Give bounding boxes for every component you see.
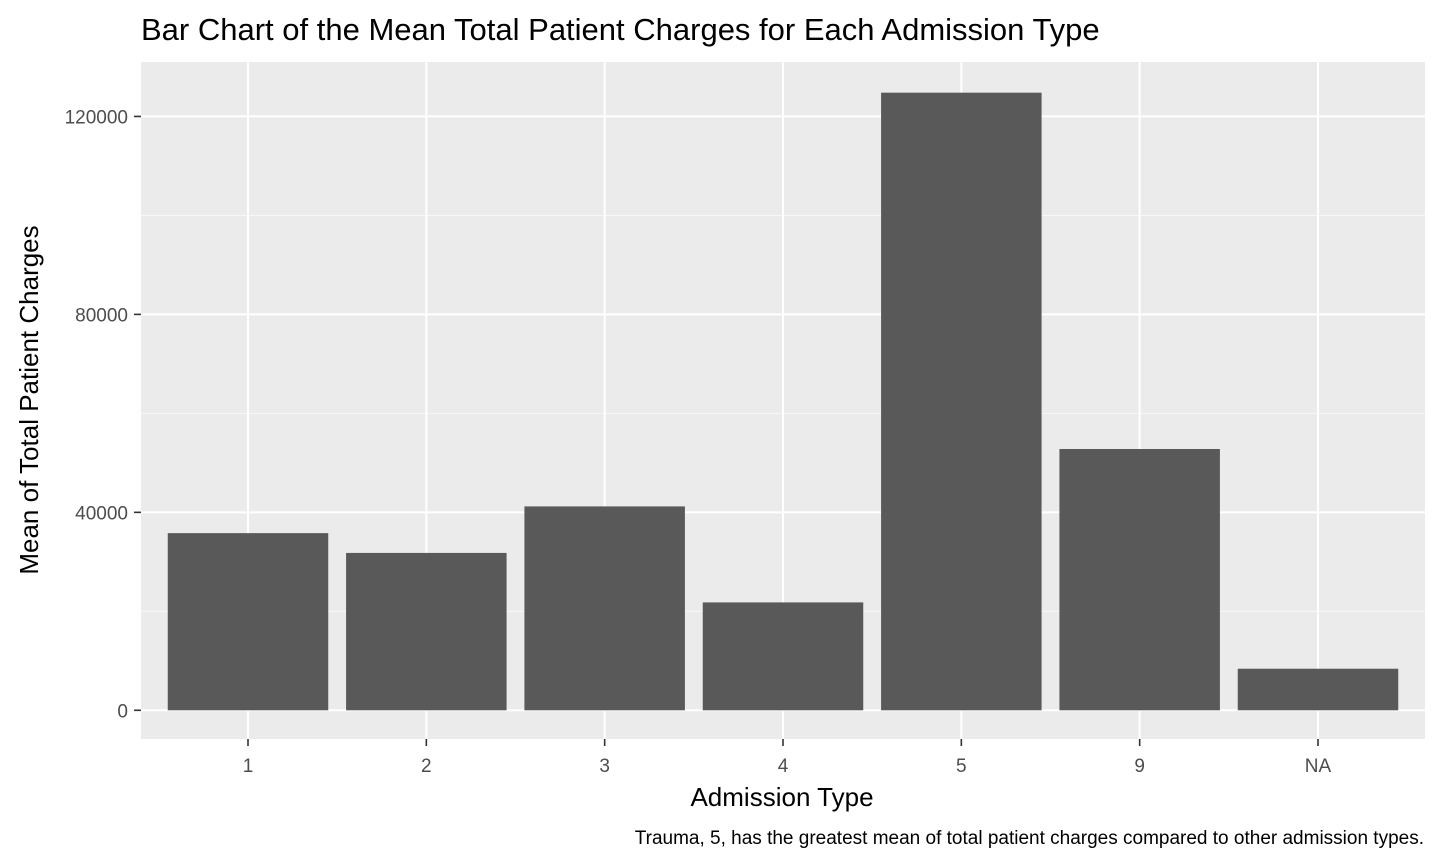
x-axis-title: Admission Type bbox=[690, 782, 873, 812]
bar-1 bbox=[167, 533, 329, 711]
y-axis-title: Mean of Total Patient Charges bbox=[14, 225, 44, 574]
bar-NA bbox=[1237, 668, 1399, 711]
x-tick-label: 5 bbox=[956, 756, 967, 777]
y-axis: 0 40000 80000 120000 bbox=[65, 107, 141, 722]
x-tick-label: 4 bbox=[778, 756, 789, 777]
y-tick-label: 40000 bbox=[75, 503, 128, 524]
bar-3 bbox=[524, 506, 685, 711]
x-tick-label: 1 bbox=[243, 756, 254, 777]
bar-4 bbox=[702, 602, 864, 711]
x-tick-label: NA bbox=[1305, 756, 1332, 777]
x-tick-label: 2 bbox=[421, 756, 432, 777]
x-tick-label: 9 bbox=[1134, 756, 1145, 777]
bar-5 bbox=[881, 92, 1042, 711]
y-tick-label: 80000 bbox=[75, 305, 128, 326]
bar-2 bbox=[346, 552, 507, 711]
y-tick-label: 0 bbox=[117, 701, 128, 722]
chart-caption: Trauma, 5, has the greatest mean of tota… bbox=[635, 828, 1424, 849]
bars bbox=[167, 92, 1399, 711]
x-axis: 1 2 3 4 5 9 NA bbox=[243, 739, 1332, 777]
x-tick-label: 3 bbox=[599, 756, 610, 777]
y-tick-label: 120000 bbox=[65, 107, 128, 128]
chart-title: Bar Chart of the Mean Total Patient Char… bbox=[141, 12, 1100, 47]
bar-9 bbox=[1059, 448, 1220, 711]
